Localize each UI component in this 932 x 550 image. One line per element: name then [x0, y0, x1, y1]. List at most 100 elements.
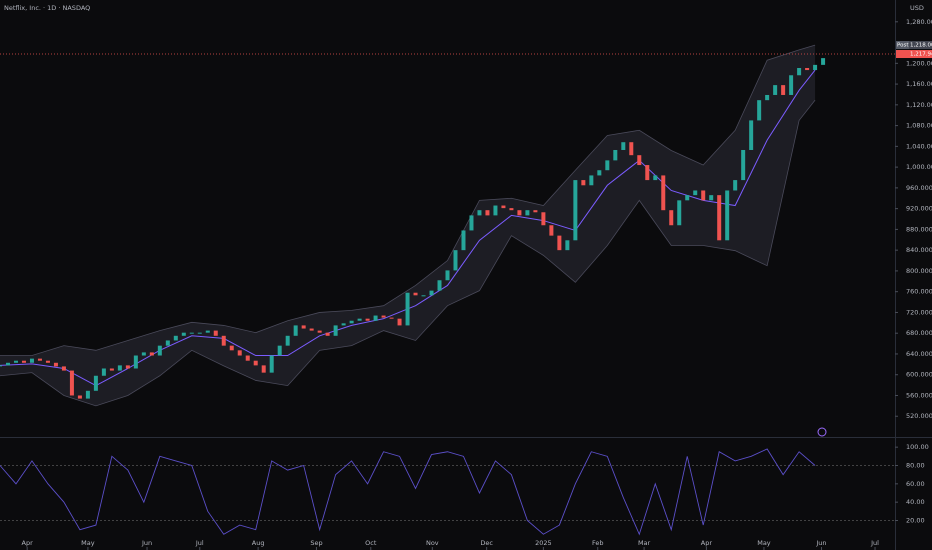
candle: [661, 175, 666, 211]
candle: [613, 149, 618, 161]
candle: [605, 160, 610, 171]
osc-tick-label: 100.00: [906, 443, 929, 451]
candle: [293, 325, 298, 336]
candle: [477, 210, 482, 216]
x-tick-label: Apr: [22, 539, 34, 547]
y-tick-label: 720.0000: [906, 308, 932, 316]
candle: [445, 270, 450, 281]
candle: [645, 165, 650, 181]
candle: [381, 315, 386, 318]
candle: [509, 208, 514, 211]
candle: [453, 250, 458, 271]
candle: [533, 210, 538, 213]
candle: [549, 225, 554, 236]
candle: [109, 368, 114, 371]
y-tick-label: 1,000.0000: [906, 163, 932, 171]
candle: [541, 212, 546, 226]
band-fill: [0, 45, 816, 406]
candle: [485, 210, 490, 216]
post-price-badge: [909, 41, 932, 50]
y-tick-label: 1,200.0000: [906, 59, 932, 67]
candle: [389, 317, 394, 319]
event-icon[interactable]: [817, 427, 827, 437]
candle: [349, 320, 354, 324]
candle: [413, 292, 418, 296]
candle: [309, 328, 314, 331]
candle: [629, 142, 634, 156]
y-tick-label: 560.0000: [906, 391, 932, 399]
candle: [717, 195, 722, 241]
candle: [325, 332, 330, 336]
candle: [5, 362, 10, 366]
candle: [253, 360, 258, 366]
candle: [133, 355, 138, 369]
band-upper: [0, 44, 816, 356]
candle: [173, 335, 178, 341]
candle: [749, 120, 754, 150]
candle: [429, 290, 434, 296]
candle: [317, 330, 322, 333]
candle: [157, 345, 162, 356]
x-tick-label: Oct: [365, 539, 377, 547]
osc-tick-label: 40.00: [906, 498, 925, 506]
y-tick-label: 680.0000: [906, 329, 932, 337]
candle: [149, 352, 154, 356]
candle: [757, 100, 762, 121]
candle: [301, 325, 306, 329]
candle: [285, 335, 290, 346]
x-tick-label: Jun: [141, 539, 152, 547]
x-tick-label: Apr: [701, 539, 713, 547]
candle: [765, 94, 770, 101]
post-badge: [896, 41, 909, 50]
chart-title: Netflix, Inc. · 1D · NASDAQ: [4, 4, 90, 12]
candle: [261, 365, 266, 373]
band-basis: [0, 69, 816, 387]
candle: [789, 75, 794, 95]
y-tick-label: 760.0000: [906, 288, 932, 296]
candle: [13, 360, 18, 363]
candle: [797, 67, 802, 76]
candle: [237, 350, 242, 356]
last-price-label: 1,217.9400: [910, 52, 932, 58]
candle: [45, 360, 50, 363]
candle: [773, 85, 778, 95]
candle: [781, 85, 786, 95]
candle: [677, 200, 682, 226]
band-lower: [0, 99, 816, 407]
y-tick-label: 1,040.0000: [906, 142, 932, 150]
x-tick-label: Mar: [638, 539, 651, 547]
candle: [501, 205, 506, 209]
candle: [557, 235, 562, 251]
y-tick-label: 520.0000: [906, 412, 932, 420]
candle: [725, 190, 730, 241]
y-tick-label: 640.0000: [906, 350, 932, 358]
y-tick-label: 920.0000: [906, 205, 932, 213]
candle: [29, 358, 34, 363]
candle: [205, 330, 210, 333]
x-tick-label: Jul: [870, 539, 879, 547]
candle: [277, 345, 282, 356]
y-tick-label: 840.0000: [906, 246, 932, 254]
x-tick-label: May: [757, 539, 771, 547]
candle: [53, 362, 58, 367]
candle: [565, 240, 570, 251]
candle: [805, 67, 810, 71]
candle: [493, 205, 498, 216]
candle: [637, 155, 642, 166]
candle: [813, 64, 818, 71]
candle: [93, 375, 98, 391]
candle: [189, 332, 194, 334]
candle: [61, 366, 66, 371]
candle: [341, 323, 346, 326]
candle: [709, 195, 714, 201]
candle: [373, 315, 378, 321]
currency: USD: [910, 4, 924, 12]
candle: [333, 325, 338, 336]
candle: [653, 175, 658, 181]
y-tick-label: 960.0000: [906, 184, 932, 192]
x-tick-label: Feb: [592, 539, 604, 547]
candle: [357, 318, 362, 321]
candle: [405, 292, 410, 326]
candle: [733, 180, 738, 191]
